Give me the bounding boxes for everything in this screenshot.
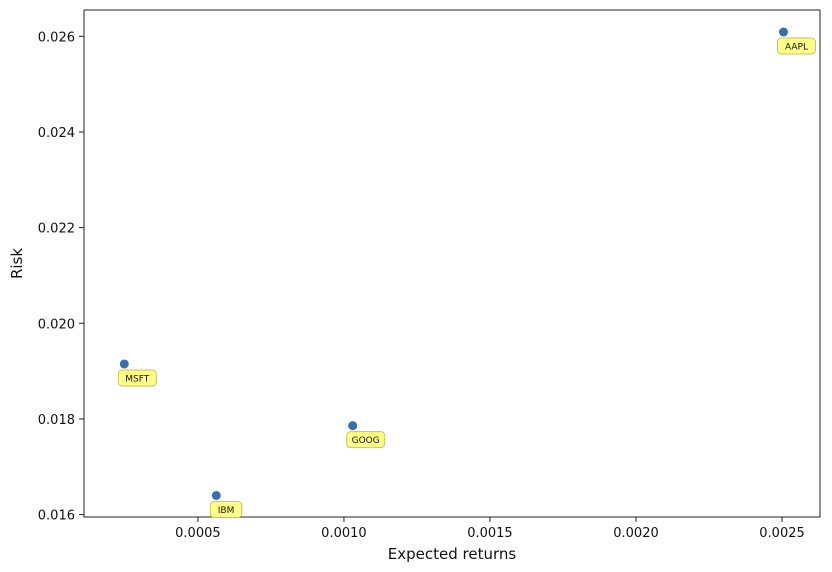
plot-area — [83, 9, 821, 518]
point-label: MSFT — [125, 374, 149, 384]
y-tick-label: 0.020 — [38, 317, 75, 332]
x-tick-label: 0.0025 — [759, 526, 805, 541]
point-label: AAPL — [785, 43, 808, 53]
x-tick-label: 0.0010 — [321, 526, 367, 541]
annotation-box — [117, 369, 157, 387]
annotation-box — [209, 500, 243, 518]
point-msft — [119, 359, 129, 369]
x-tick-label: 0.0020 — [613, 526, 659, 541]
y-tick-label: 0.016 — [38, 509, 75, 524]
point-label: GOOG — [352, 436, 380, 446]
y-tick-label: 0.026 — [38, 30, 75, 45]
y-tick-label: 0.018 — [38, 413, 75, 428]
annotation-box — [776, 37, 816, 55]
x-tick-label: 0.0005 — [175, 526, 221, 541]
point-aapl — [778, 27, 788, 37]
x-axis-label: Expected returns — [388, 545, 517, 563]
point-goog — [348, 421, 358, 431]
data-points: AAPL MSFT IBM GOOG — [117, 27, 816, 518]
x-axis-ticks: 0.0005 0.0010 0.0015 0.0020 0.0025 — [175, 517, 805, 541]
point-ibm — [211, 490, 221, 500]
annotation-box — [346, 431, 386, 449]
x-tick-label: 0.0015 — [467, 526, 513, 541]
y-axis-ticks: 0.016 0.018 0.020 0.022 0.024 0.026 — [38, 30, 84, 524]
y-axis-label: Risk — [8, 248, 26, 279]
y-tick-label: 0.024 — [38, 126, 75, 141]
y-tick-label: 0.022 — [38, 222, 75, 237]
point-label: IBM — [218, 506, 235, 516]
